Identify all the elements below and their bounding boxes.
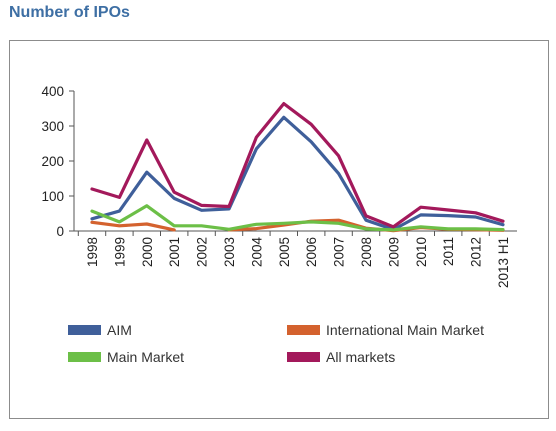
y-tick-labels: 0 100 200 300 400	[41, 84, 64, 239]
x-tick-label: 2006	[304, 237, 319, 267]
axes	[69, 90, 517, 236]
x-tick-label: 2012	[469, 237, 484, 267]
legend: AIM International Main Market Main Market A…	[68, 322, 484, 365]
all-markets-legend-label: All markets	[326, 349, 395, 365]
x-tick-label: 1998	[85, 237, 100, 267]
x-tick-label: 2011	[441, 237, 456, 266]
x-tick-label: 2008	[359, 237, 374, 267]
x-tick-label: 2010	[414, 237, 429, 267]
main-market-legend-label: Main Market	[107, 349, 184, 365]
all-markets-line	[90, 101, 505, 229]
aim-legend-label: AIM	[107, 322, 132, 338]
x-tick-label: 2007	[332, 237, 347, 267]
main-market-legend-swatch	[68, 352, 101, 362]
x-tick-label: 2001	[167, 237, 182, 267]
y-tick-label: 200	[41, 154, 64, 169]
international-main-market-line	[90, 220, 176, 232]
x-tick-label: 2003	[222, 237, 237, 267]
x-tick-label: 2005	[277, 237, 292, 267]
x-tick-label: 2004	[249, 237, 264, 268]
international-main-market-legend-label: International Main Market	[326, 322, 484, 338]
x-tick-labels: 1998 1999 2000 2001 2002 2003 2004 2005 2006 2007…	[85, 237, 511, 289]
main-market-line	[90, 204, 505, 232]
y-tick-label: 400	[41, 84, 64, 99]
aim-line	[90, 115, 505, 232]
x-tick-label: 2002	[195, 237, 210, 267]
all-markets-legend-swatch	[287, 352, 320, 362]
y-tick-label: 300	[41, 119, 64, 134]
x-tick-label: 2009	[386, 237, 401, 267]
aim-legend-swatch	[68, 325, 101, 335]
y-tick-label: 100	[41, 189, 64, 204]
chart-frame	[9, 40, 549, 419]
x-tick-label: 2000	[140, 237, 155, 267]
x-tick-label: 1999	[112, 237, 127, 267]
y-tick-label: 0	[56, 224, 64, 239]
x-tick-label: 2013 H1	[496, 237, 511, 288]
series-lines	[90, 101, 505, 233]
international-main-market-legend-swatch	[287, 325, 320, 335]
chart-title: Number of IPOs	[9, 4, 130, 21]
